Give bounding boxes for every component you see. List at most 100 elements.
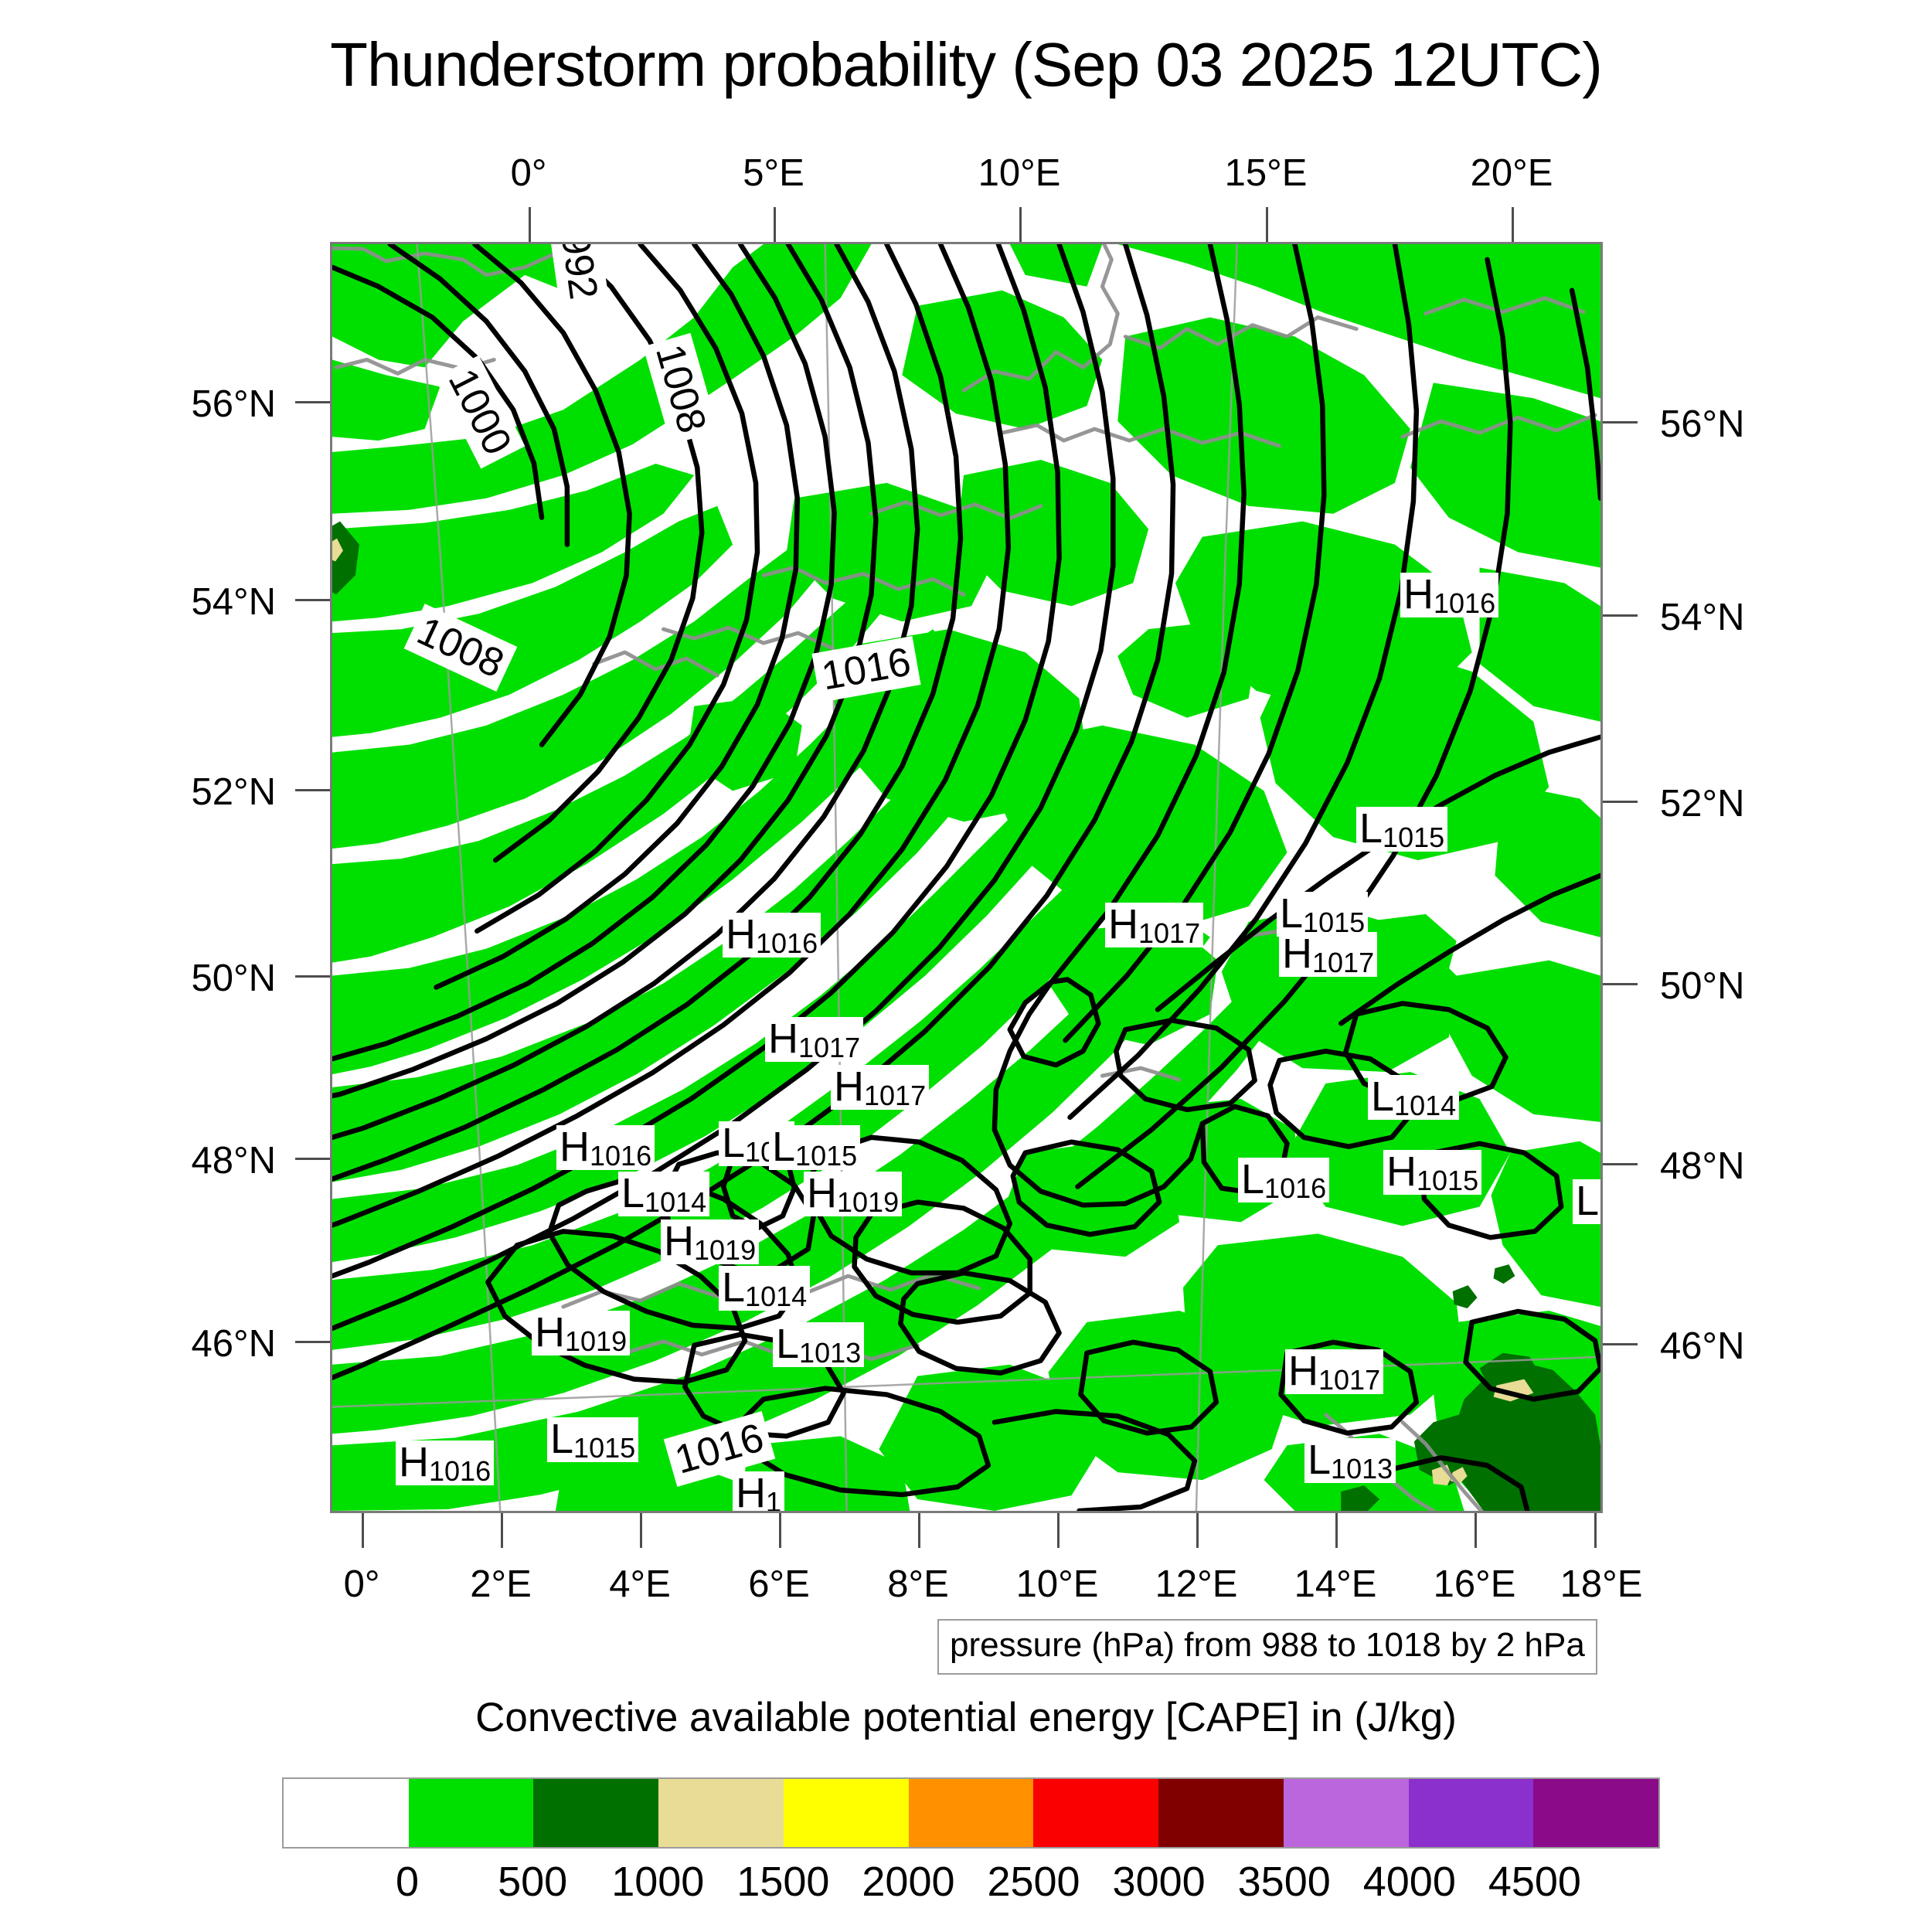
colorbar-segment-6: [1033, 1779, 1159, 1847]
colorbar-tick-3000: 3000: [1112, 1859, 1206, 1905]
pressure-center-H1016-ne: H1016: [1400, 573, 1499, 617]
axis-bottom-label-16e: 16°E: [1433, 1563, 1516, 1605]
colorbar-segment-3: [658, 1779, 784, 1847]
tick-right-52n: [1603, 801, 1638, 803]
pressure-center-L1013-e45: L1013: [773, 1322, 865, 1367]
colorbar-segment-0: [284, 1779, 409, 1847]
tick-top-10: [1019, 207, 1022, 242]
map-plot-area[interactable]: 992 1000 1008 1008 1016 1016 L987 H1016 …: [330, 242, 1603, 1513]
colorbar-segment-8: [1283, 1779, 1409, 1847]
colorbar-segment-2: [533, 1779, 659, 1847]
colorbar-segment-5: [908, 1779, 1034, 1847]
axis-left-label-48n: 48°N: [191, 1140, 276, 1182]
colorbar-tick-0: 0: [396, 1859, 420, 1905]
tick-right-54n: [1603, 614, 1638, 617]
axis-top-label-5e: 5°E: [743, 152, 804, 194]
axis-left-label-50n: 50°N: [191, 957, 276, 999]
tick-bottom-4: [640, 1513, 642, 1548]
tick-bottom-6: [779, 1513, 781, 1548]
pressure-center-H1017-c48b: H1017: [831, 1065, 930, 1110]
tick-right-46n: [1603, 1343, 1638, 1345]
pressure-center-L1015-sc: L1015: [547, 1417, 639, 1462]
colorbar-tick-1500: 1500: [736, 1859, 830, 1905]
colorbar-segment-10: [1533, 1779, 1659, 1847]
axis-top-label-20e: 20°E: [1470, 152, 1553, 194]
pressure-center-H1017-c50: H1017: [1105, 903, 1204, 947]
tick-bottom-10: [1057, 1513, 1060, 1548]
colorbar-segment-9: [1408, 1779, 1534, 1847]
tick-top-15: [1266, 207, 1268, 242]
colorbar-tick-4000: 4000: [1362, 1859, 1456, 1905]
tick-top-0: [529, 207, 531, 242]
pressure-center-L1014-c46: L1014: [618, 1172, 710, 1216]
axis-left-label-52n: 52°N: [191, 771, 276, 813]
axis-right-label-50n: 50°N: [1660, 965, 1745, 1007]
axis-bottom-label-8e: 8°E: [887, 1563, 949, 1605]
colorbar-tick-500: 500: [498, 1859, 568, 1905]
tick-bottom-14: [1335, 1513, 1338, 1548]
axis-right-label-56n: 56°N: [1660, 403, 1745, 445]
tick-right-56n: [1603, 421, 1638, 423]
colorbar-tick-1000: 1000: [611, 1859, 705, 1905]
tick-left-52n: [295, 789, 330, 791]
colorbar-tick-4500: 4500: [1488, 1859, 1581, 1905]
pressure-center-H1016-c50: H1016: [723, 913, 821, 957]
axis-bottom-label-10e: 10°E: [1015, 1563, 1099, 1605]
pressure-center-H1016-sw: H1016: [396, 1440, 495, 1485]
axis-bottom-label-18e: 18°E: [1560, 1563, 1643, 1605]
tick-right-50n: [1603, 983, 1638, 985]
colorbar-caption: Convective available potential energy [C…: [475, 1695, 1457, 1740]
cape-fill-1000: [332, 521, 1600, 1511]
pressure-center-H1016-c47: H1016: [556, 1125, 655, 1170]
contour-label-992: 992: [549, 244, 610, 309]
pressure-center-L1016-e47: L1016: [1238, 1158, 1330, 1202]
axis-bottom-label-12e: 12°E: [1155, 1563, 1238, 1605]
pressure-center-L1015-c47: L1015: [769, 1125, 861, 1170]
axis-left-label-46n: 46°N: [191, 1323, 276, 1365]
colorbar-segment-7: [1158, 1779, 1284, 1847]
pressure-center-H1017-e50b: H1017: [1279, 932, 1378, 977]
pressure-center-L1015-e50: L1015: [1277, 892, 1369, 937]
tick-bottom-16: [1475, 1513, 1477, 1548]
map-canvas: [332, 244, 1600, 1511]
axis-right-label-48n: 48°N: [1660, 1145, 1745, 1187]
colorbar-segment-1: [408, 1779, 534, 1847]
pressure-center-H1019-c46: H1019: [804, 1172, 903, 1216]
axis-right-label-54n: 54°N: [1660, 597, 1745, 638]
colorbar-tick-3500: 3500: [1237, 1859, 1331, 1905]
tick-right-48n: [1603, 1163, 1638, 1165]
tick-left-48n: [295, 1158, 330, 1160]
colorbar-segment-4: [783, 1779, 909, 1847]
tick-left-50n: [295, 975, 330, 978]
axis-right-label-46n: 46°N: [1660, 1325, 1745, 1367]
tick-left-46n: [295, 1341, 330, 1343]
pressure-center-L1015-e46: L1015: [1573, 1179, 1600, 1224]
axis-top-label-0: 0°: [510, 152, 547, 194]
cape-colorbar[interactable]: [282, 1777, 1660, 1849]
colorbar-tick-labels: 0 500 1000 1500 2000 2500 3000 3500 4000…: [282, 1858, 1660, 1912]
axis-left-label-56n: 56°N: [191, 383, 276, 425]
axis-top-label-10e: 10°E: [978, 152, 1061, 194]
axis-left-label-54n: 54°N: [191, 581, 276, 623]
isobar-layer: [332, 244, 1600, 1511]
tick-top-20: [1512, 207, 1514, 242]
axis-right-label-52n: 52°N: [1660, 783, 1745, 825]
pressure-center-H1017-e45: H1017: [1285, 1349, 1384, 1394]
pressure-center-L1013-e45b: L1013: [1304, 1438, 1396, 1483]
pressure-interval-note: pressure (hPa) from 988 to 1018 by 2 hPa: [937, 1619, 1597, 1675]
axis-bottom-label-4e: 4°E: [609, 1563, 671, 1605]
pressure-center-L1014-e48: L1014: [1368, 1075, 1460, 1120]
graticule: [332, 244, 1600, 1511]
pressure-center-H1019-c46b: H1019: [661, 1219, 760, 1264]
page-title: Thunderstorm probability (Sep 03 2025 12…: [330, 30, 1603, 99]
colorbar-tick-2500: 2500: [987, 1859, 1080, 1905]
colorbar-tick-2000: 2000: [862, 1859, 955, 1905]
tick-bottom-0: [362, 1513, 364, 1548]
tick-bottom-18: [1594, 1513, 1597, 1548]
axis-top-label-15e: 15°E: [1224, 152, 1308, 194]
axis-bottom-label-2e: 2°E: [470, 1563, 532, 1605]
axis-bottom-label-6e: 6°E: [748, 1563, 810, 1605]
tick-left-56n: [295, 401, 330, 403]
tick-top-5: [774, 207, 776, 242]
axis-bottom-label-14e: 14°E: [1294, 1563, 1377, 1605]
